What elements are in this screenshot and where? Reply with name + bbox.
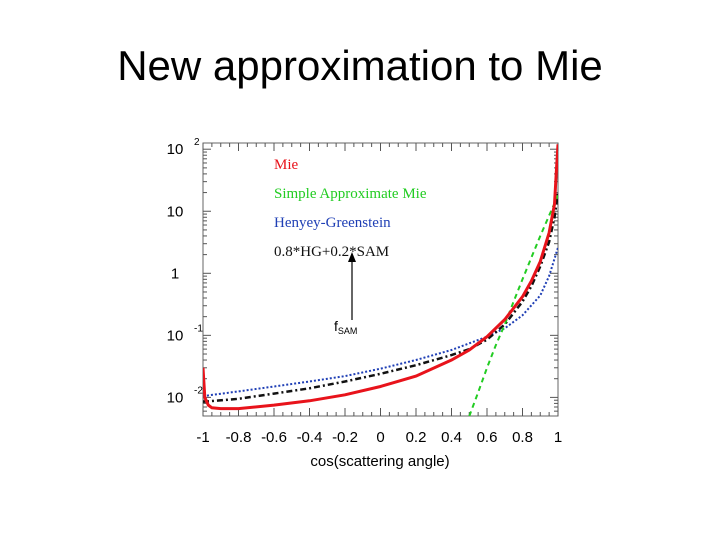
series-curves (203, 144, 558, 416)
legend-entry: Simple Approximate Mie (274, 186, 427, 202)
y-tick-label: 10 (167, 141, 184, 158)
x-tick-label: 0.4 (441, 429, 462, 446)
y-tick-exponent: -2 (194, 385, 203, 396)
legend-entry: 0.8*HG+0.2*SAM (274, 244, 389, 260)
x-tick-label: -0.8 (226, 429, 252, 446)
x-tick-label: 0.2 (406, 429, 427, 446)
plot-axes (202, 142, 559, 417)
annotation-sam: SAM (338, 326, 358, 336)
legend: Mie Simple Approximate Mie Henyey-Greenste… (274, 157, 427, 260)
x-tick-label: -0.6 (261, 429, 287, 446)
legend-entry: Henyey-Greenstein (274, 215, 391, 231)
annotation-f: f (334, 318, 338, 334)
x-tick-label: -0.2 (332, 429, 358, 446)
x-axis-label: cos(scattering angle) (310, 453, 449, 470)
x-tick-label: 0 (376, 429, 384, 446)
series-line-simple-approximate-mie (468, 194, 558, 416)
annotation-arrow-head (348, 252, 356, 262)
x-tick-label: 1 (554, 429, 562, 446)
x-tick-label: 0.6 (477, 429, 498, 446)
x-tick-labels: -1 -0.8 -0.6 -0.4 -0.2 0 0.2 0.4 0.6 0.8 1 (196, 429, 562, 446)
series-line-henyey-greenstein (203, 247, 558, 398)
legend-entry: Mie (274, 157, 299, 173)
series-line-0-8-hg-0-2-sam (203, 192, 558, 404)
f-sam-annotation: fSAM (334, 252, 357, 336)
y-tick-exponent: 2 (194, 137, 200, 148)
x-tick-label: -0.4 (297, 429, 323, 446)
plot-frame (202, 142, 559, 417)
series-line-mie (203, 144, 558, 411)
y-tick-label: 1 (171, 265, 179, 282)
x-tick-label: -1 (196, 429, 209, 446)
annotation-label: fSAM (334, 318, 357, 336)
x-tick-label: 0.8 (512, 429, 533, 446)
y-tick-label: 10 (167, 389, 184, 406)
y-tick-exponent: -1 (194, 323, 203, 334)
y-tick-label: 10 (167, 327, 184, 344)
y-tick-labels: 10 2 10 1 10 -1 10 -2 (167, 137, 204, 406)
slide-title: New approximation to Mie (117, 42, 603, 89)
y-tick-label: 10 (167, 203, 184, 220)
